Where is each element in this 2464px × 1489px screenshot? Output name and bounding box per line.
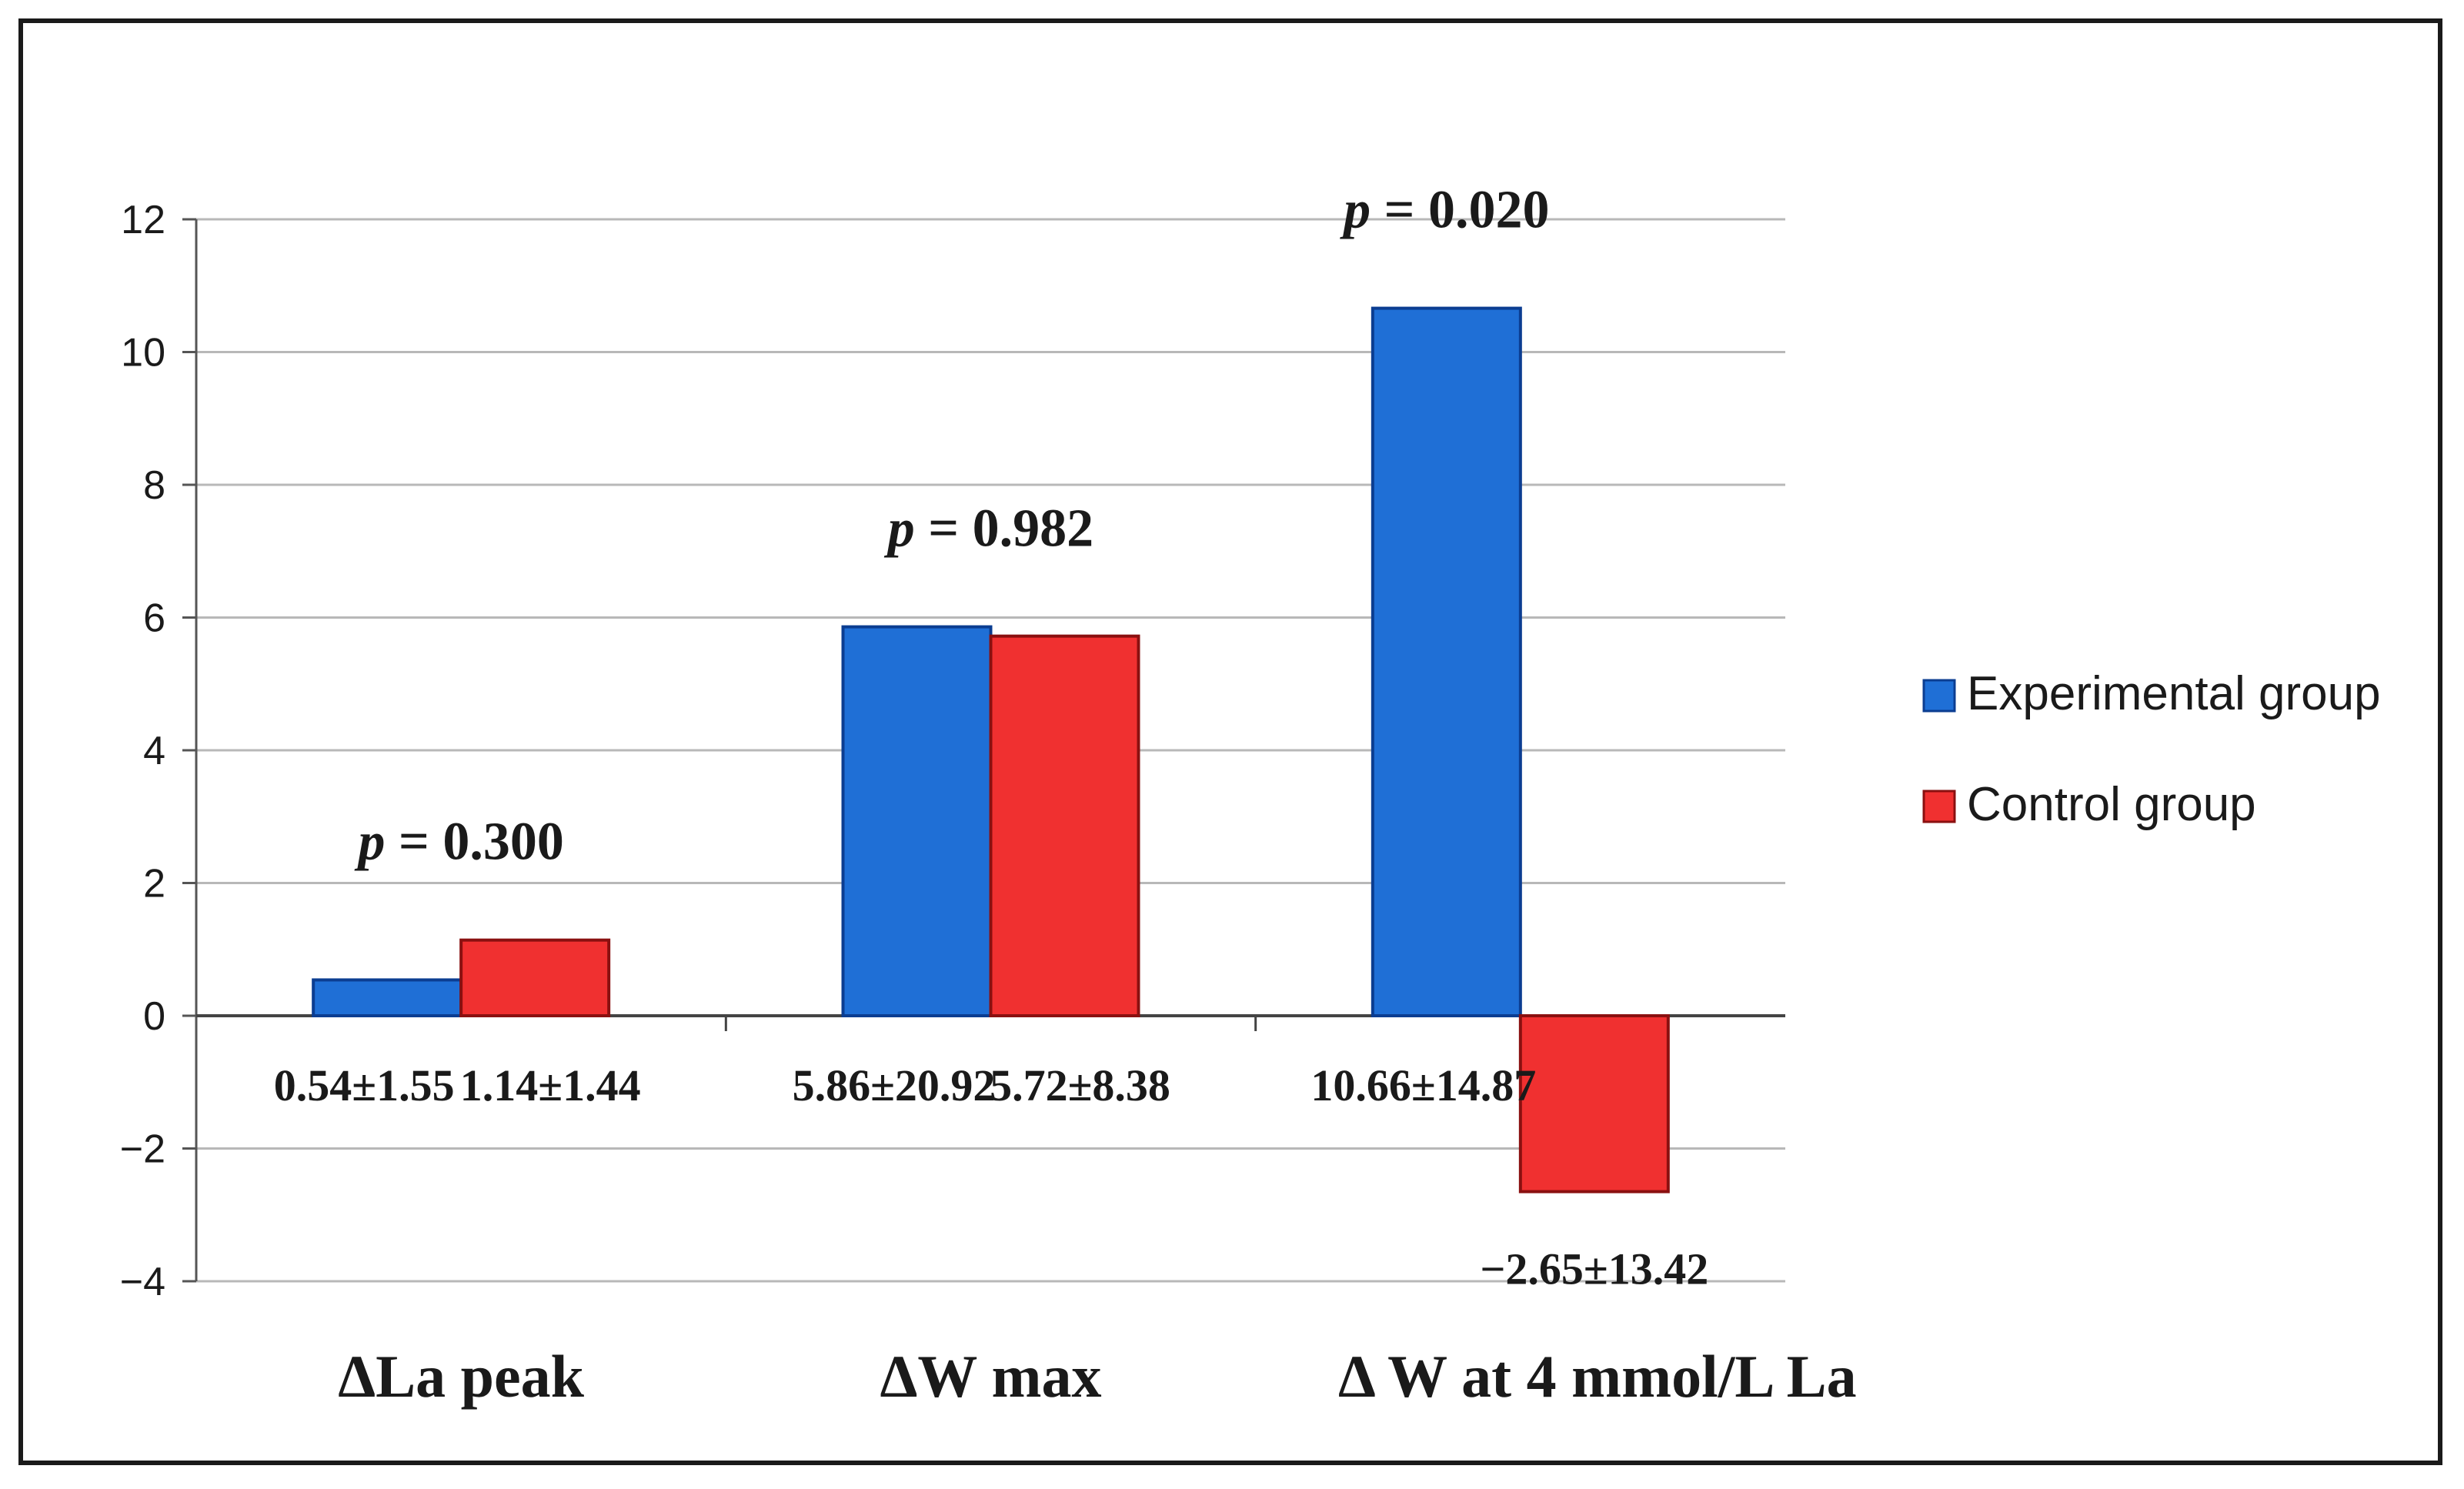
bar-control [459, 938, 611, 1018]
category-label: Δ W at 4 mmol/L La [1338, 1343, 1857, 1410]
chart-frame: 12 10 8 6 4 2 0 −2 −4 0.54±1.55 1.14±1.44 ΔLa peak… [18, 18, 2442, 1465]
data-label: 0.54±1.55 [274, 1060, 455, 1110]
bars [312, 306, 1670, 1194]
legend-label: Experimental group [1967, 667, 2381, 720]
y-tick-label: 12 [121, 198, 165, 242]
data-label: 5.86±20.92 [793, 1060, 996, 1110]
p-value-label: p = 0.020 [1340, 181, 1549, 240]
legend-swatch-control [1922, 790, 1956, 823]
data-label: 5.72±8.38 [990, 1060, 1170, 1110]
p-value-label: p = 0.300 [354, 813, 563, 872]
y-tick-label: −4 [120, 1260, 165, 1304]
category-label: ΔLa peak [338, 1343, 584, 1410]
bar-control [1518, 1014, 1670, 1194]
y-tick-label: 2 [143, 862, 165, 906]
bar-control [989, 634, 1140, 1018]
data-label: 1.14±1.44 [460, 1060, 641, 1110]
legend: Experimental group Control group [1922, 667, 2381, 831]
bar-chart: 12 10 8 6 4 2 0 −2 −4 0.54±1.55 1.14±1.44 ΔLa peak… [120, 181, 2381, 1410]
data-label: 10.66±14.87 [1310, 1060, 1536, 1110]
legend-label: Control group [1967, 778, 2256, 831]
y-tick-label: 0 [143, 994, 165, 1039]
p-value-label: p = 0.982 [884, 499, 1093, 559]
y-tick-label: −2 [120, 1127, 165, 1172]
bar-experimental [841, 625, 993, 1017]
bar-experimental [1371, 306, 1522, 1017]
category-label: ΔW max [880, 1343, 1102, 1410]
y-tick-label: 10 [121, 331, 165, 376]
y-tick-label: 8 [143, 463, 165, 508]
data-label: −2.65±13.42 [1480, 1244, 1708, 1294]
bar-experimental [312, 978, 463, 1018]
data-labels: 0.54±1.55 1.14±1.44 ΔLa peak 5.86±20.925.72… [274, 181, 1857, 1410]
y-tick-label: 4 [143, 729, 165, 773]
y-tick-label: 6 [143, 596, 165, 641]
legend-swatch-experimental [1922, 679, 1956, 713]
